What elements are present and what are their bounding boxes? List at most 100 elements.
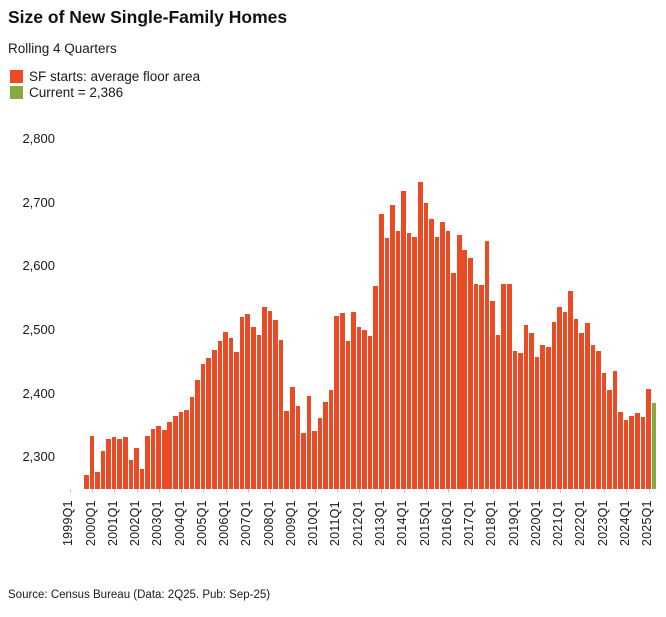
x-tick-mark — [225, 489, 227, 493]
x-tick-label: 2024Q1 — [617, 500, 632, 546]
x-tick-mark — [448, 489, 450, 493]
x-tick-label: 2014Q1 — [395, 500, 410, 546]
bar-2011Q4 — [351, 312, 356, 489]
bar-2002Q4 — [150, 428, 156, 489]
bar-2003Q4 — [173, 415, 178, 489]
bar-2000Q3 — [100, 450, 106, 489]
bar-2014Q1 — [401, 191, 406, 489]
bar-2004Q4 — [195, 380, 200, 489]
bar-2010Q3 — [323, 401, 328, 489]
bar-2018Q3 — [501, 283, 507, 489]
y-tick-label: 2,800 — [22, 131, 55, 147]
x-tick-mark — [581, 489, 583, 493]
x-tick-mark — [158, 489, 160, 493]
bar-2001Q2 — [117, 439, 122, 489]
x-tick-mark — [515, 489, 517, 493]
bar-2008Q2 — [273, 320, 278, 489]
bar-2004Q3 — [189, 396, 195, 489]
bar-2025Q1 — [646, 388, 651, 489]
legend-swatch-orange — [10, 69, 23, 83]
x-tick-mark — [604, 489, 606, 493]
x-tick-mark — [270, 489, 272, 493]
bar-2000Q4 — [106, 439, 111, 489]
bar-2017Q1 — [468, 258, 473, 489]
bar-2007Q3 — [256, 335, 262, 489]
bar-2019Q2 — [518, 352, 523, 489]
bar-2017Q3 — [479, 285, 484, 489]
bar-2017Q2 — [473, 283, 479, 489]
x-tick-label: 2010Q1 — [306, 500, 321, 546]
x-tick-label: 2002Q1 — [128, 500, 143, 546]
bar-2021Q2 — [562, 312, 568, 489]
bar-2024Q1 — [623, 420, 629, 489]
bar-2023Q2 — [607, 390, 612, 489]
x-tick-label: 2022Q1 — [573, 500, 588, 546]
x-tick-label: 2023Q1 — [595, 500, 610, 546]
bar-2001Q3 — [122, 436, 128, 489]
bar-2022Q1 — [579, 332, 584, 489]
legend-item-starts: SF starts: average floor area — [10, 68, 200, 84]
bar-2023Q4 — [618, 412, 623, 489]
x-tick-label: 2018Q1 — [484, 500, 499, 546]
bar-2006Q1 — [223, 331, 228, 489]
legend-swatch-green — [10, 85, 23, 99]
bar-2007Q4 — [262, 307, 267, 489]
bar-2006Q3 — [234, 351, 239, 489]
bar-2014Q4 — [417, 181, 423, 489]
bar-2024Q3 — [635, 412, 640, 489]
legend: SF starts: average floor area Current = … — [10, 68, 200, 100]
y-tick-label: 2,500 — [22, 322, 55, 337]
bar-2003Q2 — [161, 429, 167, 489]
x-tick-label: 2006Q1 — [217, 500, 232, 546]
x-tick-mark — [69, 489, 71, 493]
x-tick-mark — [92, 489, 94, 493]
chart-title: Size of New Single-Family Homes — [8, 7, 288, 27]
bar-2008Q1 — [267, 310, 273, 489]
x-tick-label: 2025Q1 — [640, 500, 655, 546]
bar-2016Q2 — [451, 272, 456, 489]
x-tick-mark — [626, 489, 628, 493]
bar-2022Q4 — [596, 350, 601, 489]
x-tick-mark — [403, 489, 405, 493]
x-tick-label: 2017Q1 — [462, 500, 477, 546]
bar-2020Q2 — [540, 344, 545, 489]
x-tick-mark — [470, 489, 472, 493]
bar-2020Q4 — [551, 321, 557, 489]
bar-2006Q2 — [228, 338, 234, 489]
x-tick-label: 2020Q1 — [528, 500, 543, 546]
x-tick-mark — [314, 489, 316, 493]
x-tick-label: 1999Q1 — [61, 500, 76, 546]
bar-2005Q1 — [200, 364, 206, 489]
bar-2015Q2 — [429, 218, 434, 489]
bar-2021Q4 — [573, 318, 579, 489]
bar-2005Q3 — [212, 349, 217, 489]
x-tick-label: 2015Q1 — [417, 500, 432, 546]
bar-2012Q1 — [356, 326, 362, 489]
x-tick-label: 2004Q1 — [172, 500, 187, 546]
bar-2022Q3 — [590, 344, 596, 489]
bar-2017Q4 — [484, 240, 490, 489]
bar-2013Q4 — [395, 231, 401, 489]
bar-2018Q4 — [507, 283, 512, 489]
bar-2007Q1 — [245, 314, 250, 489]
bar-2010Q2 — [317, 418, 323, 489]
bar-2001Q1 — [111, 437, 117, 489]
bar-2016Q4 — [462, 249, 468, 489]
x-tick-mark — [336, 489, 338, 493]
bar-2008Q3 — [278, 339, 284, 489]
bar-2002Q1 — [134, 447, 139, 489]
bar-2001Q4 — [128, 460, 134, 489]
bar-2009Q4 — [306, 396, 312, 489]
x-tick-label: 2001Q1 — [105, 500, 120, 546]
bar-1999Q4 — [84, 475, 89, 489]
bar-2007Q2 — [250, 326, 256, 489]
x-tick-mark — [537, 489, 539, 493]
bar-2023Q1 — [601, 373, 607, 489]
bar-2010Q1 — [312, 431, 317, 489]
bar-2021Q1 — [557, 307, 562, 489]
x-tick-mark — [114, 489, 116, 493]
bar-2002Q2 — [139, 468, 145, 489]
y-tick-label: 2,300 — [22, 449, 55, 465]
bar-2015Q4 — [440, 221, 445, 489]
